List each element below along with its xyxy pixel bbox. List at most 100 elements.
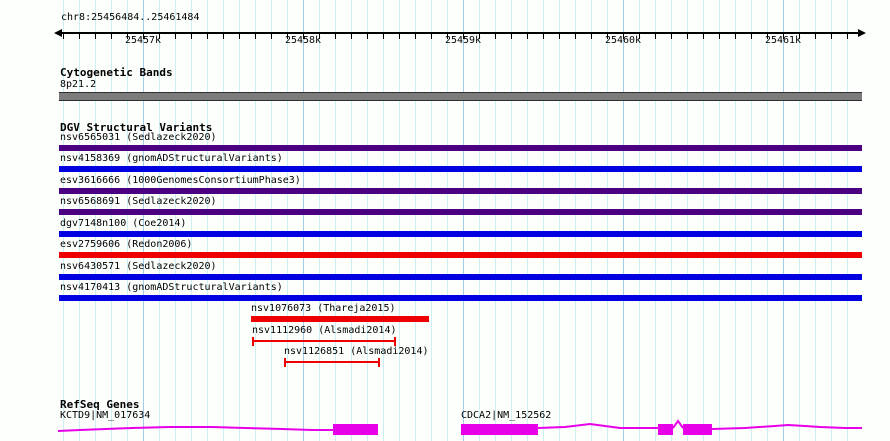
ruler-tick	[655, 34, 656, 39]
ruler-tick	[671, 34, 672, 39]
ruler-tick	[159, 34, 160, 39]
variant-ibeam[interactable]	[252, 337, 396, 346]
ruler-tick	[607, 34, 608, 39]
ruler-tick	[511, 34, 512, 39]
variant-bar[interactable]	[59, 145, 862, 151]
ruler-tick	[623, 34, 624, 39]
ruler-tick	[815, 34, 816, 39]
ruler-tick	[687, 34, 688, 39]
cytobands-heading: Cytogenetic Bands	[60, 66, 173, 79]
gene-intron-line	[537, 422, 658, 429]
gene-label: KCTD9|NM_017634	[60, 410, 151, 421]
grid-minor-line	[431, 0, 432, 441]
variant-bar[interactable]	[59, 295, 862, 301]
grid-minor-line	[495, 0, 496, 441]
grid-minor-line	[607, 0, 608, 441]
ruler-tick	[399, 34, 400, 39]
region-title: chr8:25456484..25461484	[61, 12, 200, 23]
grid-minor-line	[127, 0, 128, 441]
ruler-tick	[63, 34, 64, 39]
ruler-tick	[591, 34, 592, 39]
cytoband-bar[interactable]	[59, 92, 862, 101]
grid-minor-line	[767, 0, 768, 441]
grid-minor-line	[239, 0, 240, 441]
ruler-tick	[143, 34, 144, 39]
variant-bar[interactable]	[251, 316, 429, 322]
gene-exon[interactable]	[658, 424, 673, 435]
gene-exon[interactable]	[461, 424, 538, 435]
ruler-tick	[543, 34, 544, 39]
variant-bar[interactable]	[59, 166, 862, 172]
variant-label: esv2759606 (Redon2006)	[60, 239, 193, 250]
ruler-tick-label: 25461k	[764, 35, 802, 46]
grid-minor-line	[447, 0, 448, 441]
variant-label: nsv6565031 (Sedlazeck2020)	[60, 132, 217, 143]
ruler-tick	[767, 34, 768, 39]
ibeam-right-cap	[378, 358, 380, 367]
variant-label: nsv4170413 (gnomADStructuralVariants)	[60, 282, 283, 293]
grid-major-line	[463, 0, 464, 441]
gene-exon[interactable]	[683, 424, 712, 435]
gene-exon[interactable]	[333, 424, 378, 435]
ruler-tick	[271, 34, 272, 39]
grid-minor-line	[831, 0, 832, 441]
variant-bar[interactable]	[59, 252, 862, 258]
ibeam-left-cap	[252, 337, 254, 346]
grid-minor-line	[591, 0, 592, 441]
grid-minor-line	[287, 0, 288, 441]
gene-label: CDCA2|NM_152562	[461, 410, 552, 421]
ruler-tick-label: 25460k	[604, 35, 642, 46]
refseq-heading: RefSeq Genes	[60, 398, 140, 411]
ruler-tick	[559, 34, 560, 39]
grid-minor-line	[271, 0, 272, 441]
variant-label: esv3616666 (1000GenomesConsortiumPhase3)	[60, 175, 301, 186]
grid-minor-line	[751, 0, 752, 441]
grid-minor-line	[351, 0, 352, 441]
ruler-tick	[703, 34, 704, 39]
ruler-tick	[799, 34, 800, 39]
variant-label: nsv6430571 (Sedlazeck2020)	[60, 261, 217, 272]
variant-bar[interactable]	[59, 231, 862, 237]
ibeam-line	[284, 361, 380, 363]
ruler-tick	[447, 34, 448, 39]
grid-minor-line	[63, 0, 64, 441]
dgv-heading: DGV Structural Variants	[60, 121, 213, 134]
ruler-tick	[239, 34, 240, 39]
ruler-axis-line	[60, 32, 860, 34]
grid-minor-line	[191, 0, 192, 441]
grid-minor-line	[639, 0, 640, 441]
grid-minor-line	[111, 0, 112, 441]
grid-minor-line	[511, 0, 512, 441]
ruler-tick	[367, 34, 368, 39]
ruler-tick	[287, 34, 288, 39]
ibeam-right-cap	[394, 337, 396, 346]
ruler-tick	[191, 34, 192, 39]
ruler-tick	[527, 34, 528, 39]
variant-bar[interactable]	[59, 274, 862, 280]
ruler-tick	[303, 34, 304, 39]
ruler-tick	[319, 34, 320, 39]
gene-intron-line	[672, 419, 684, 429]
ruler-tick	[639, 34, 640, 39]
variant-bar[interactable]	[59, 188, 862, 194]
variant-label: nsv4158369 (gnomADStructuralVariants)	[60, 153, 283, 164]
ruler-tick	[479, 34, 480, 39]
grid-minor-line	[335, 0, 336, 441]
ruler-tick	[223, 34, 224, 39]
ruler-tick	[383, 34, 384, 39]
variant-label: nsv1112960 (Alsmadi2014)	[252, 325, 397, 336]
ruler-tick	[335, 34, 336, 39]
ruler-tick	[255, 34, 256, 39]
grid-minor-line	[735, 0, 736, 441]
grid-minor-line	[575, 0, 576, 441]
grid-minor-line	[95, 0, 96, 441]
variant-bar[interactable]	[59, 209, 862, 215]
ruler-tick	[495, 34, 496, 39]
grid-minor-line	[479, 0, 480, 441]
grid-minor-line	[415, 0, 416, 441]
grid-minor-line	[815, 0, 816, 441]
ruler-right-arrow	[858, 29, 866, 37]
variant-ibeam[interactable]	[284, 358, 380, 367]
grid-minor-line	[399, 0, 400, 441]
